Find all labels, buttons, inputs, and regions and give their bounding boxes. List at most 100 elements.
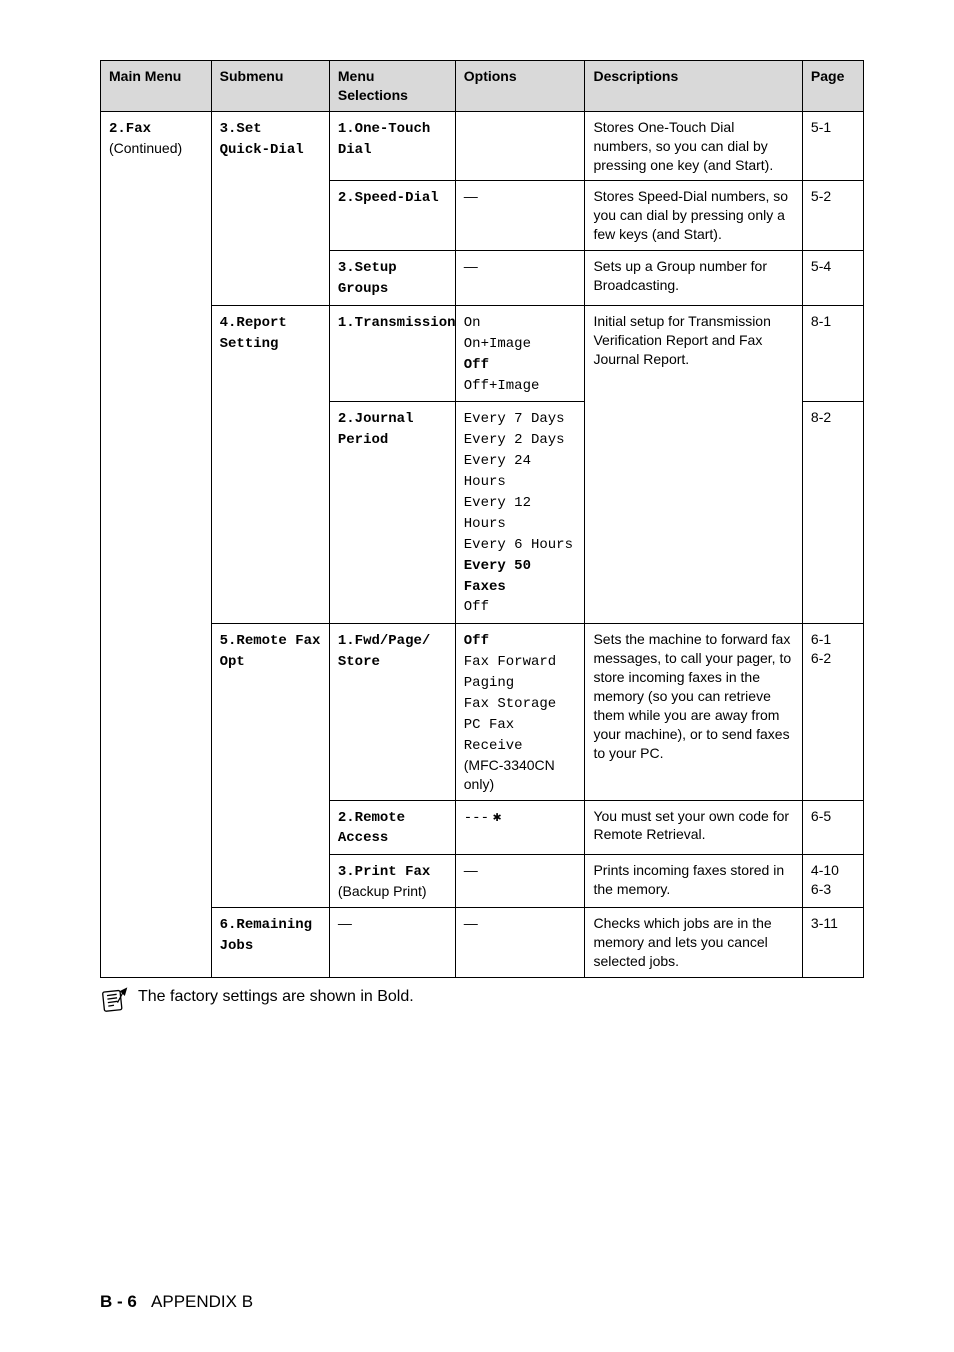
selection-code: 1.Fwd/Page/: [338, 633, 430, 649]
option-value: Off: [464, 357, 489, 373]
option-note: (MFC-3340CN: [464, 757, 555, 773]
selection-cell: 1.Transmission: [329, 305, 455, 402]
page-cell: 5-4: [802, 251, 863, 306]
options-cell: On On+Image Off Off+Image: [455, 305, 585, 402]
note-icon: [100, 986, 128, 1014]
selection-code: 2.Remote: [338, 810, 405, 826]
footer-appendix: APPENDIX B: [151, 1292, 253, 1311]
selection-name: 2.Speed-Dial: [338, 190, 439, 206]
table-header-row: Main Menu Submenu Menu Selections Option…: [101, 61, 864, 112]
option-value: Paging: [464, 675, 514, 691]
page-cell: 5-1: [802, 111, 863, 181]
option-value: Off: [464, 633, 489, 649]
selection-name: Dial: [338, 142, 372, 158]
submenu-code: 6.Remaining: [220, 917, 312, 933]
option-note: only): [464, 776, 494, 792]
table-row: 4.Report Setting 1.Transmission On On+Im…: [101, 305, 864, 402]
options-cell: —: [455, 251, 585, 306]
selection-name: Groups: [338, 281, 388, 297]
page-cell: 6-5: [802, 800, 863, 855]
page-cell: 8-2: [802, 402, 863, 624]
option-value: Every 50 Faxes: [464, 558, 531, 595]
header-page: Page: [802, 61, 863, 112]
submenu-cell: 5.Remote Fax Opt: [211, 624, 329, 908]
description-cell: Stores Speed-Dial numbers, so you can di…: [585, 181, 802, 251]
option-value: Every 6 Hours: [464, 537, 573, 553]
selection-name: Period: [338, 432, 388, 448]
submenu-code: 4.Report: [220, 315, 287, 331]
submenu-code: 3.Set: [220, 121, 262, 137]
selection-note: (Backup Print): [338, 883, 427, 899]
header-descriptions: Descriptions: [585, 61, 802, 112]
page-cell: 3-11: [802, 908, 863, 978]
menu-table: Main Menu Submenu Menu Selections Option…: [100, 60, 864, 978]
option-value: Fax Storage: [464, 696, 556, 712]
option-value: On: [464, 315, 481, 331]
options-cell: [455, 111, 585, 181]
selection-code: 1.One-Touch: [338, 121, 430, 137]
option-value: PC Fax Receive: [464, 717, 523, 754]
selection-cell: 2.Journal Period: [329, 402, 455, 624]
footer-page-code: B - 6: [100, 1292, 137, 1311]
options-cell: Every 7 Days Every 2 Days Every 24 Hours…: [455, 402, 585, 624]
selection-cell: 1.Fwd/Page/ Store: [329, 624, 455, 800]
selection-code: 2.Journal: [338, 411, 414, 427]
submenu-name: Setting: [220, 336, 279, 352]
note-row: The factory settings are shown in Bold.: [100, 986, 864, 1014]
submenu-cell: 3.Set Quick-Dial: [211, 111, 329, 305]
options-cell: —: [455, 908, 585, 978]
submenu-code: 5.Remote Fax: [220, 633, 321, 649]
submenu-cell: 6.Remaining Jobs: [211, 908, 329, 978]
option-value: ---: [464, 810, 489, 826]
page-cell: 6-1 6-2: [802, 624, 863, 800]
page-cell: 8-1: [802, 305, 863, 402]
star-icon: ✱: [493, 810, 501, 826]
selection-cell: 3.Print Fax (Backup Print): [329, 855, 455, 908]
main-menu-cell: 2.Fax (Continued): [101, 111, 212, 977]
option-value: Every 7 Days: [464, 411, 565, 427]
selection-code: 3.Setup: [338, 260, 397, 276]
option-value: Every 24 Hours: [464, 453, 531, 490]
description-cell: Sets the machine to forward fax messages…: [585, 624, 802, 800]
selection-name: 1.Transmission: [338, 315, 456, 331]
page-cell: 5-2: [802, 181, 863, 251]
main-menu-continued: (Continued): [109, 140, 182, 156]
submenu-name: Opt: [220, 654, 245, 670]
header-main-menu: Main Menu: [101, 61, 212, 112]
note-text: The factory settings are shown in Bold.: [138, 986, 414, 1006]
option-value: Off: [464, 599, 489, 615]
header-menu-selections: Menu Selections: [329, 61, 455, 112]
option-value: Fax Forward: [464, 654, 556, 670]
options-cell: --- ✱: [455, 800, 585, 855]
selection-code: 3.Print Fax: [338, 864, 430, 880]
description-cell: You must set your own code for Remote Re…: [585, 800, 802, 855]
table-row: 2.Fax (Continued) 3.Set Quick-Dial 1.One…: [101, 111, 864, 181]
selection-cell: 2.Speed-Dial: [329, 181, 455, 251]
selection-name: Access: [338, 830, 388, 846]
selection-cell: 2.Remote Access: [329, 800, 455, 855]
table-row: 5.Remote Fax Opt 1.Fwd/Page/ Store Off F…: [101, 624, 864, 800]
description-cell: Stores One-Touch Dial numbers, so you ca…: [585, 111, 802, 181]
header-options: Options: [455, 61, 585, 112]
submenu-name: Quick-Dial: [220, 142, 304, 158]
submenu-cell: 4.Report Setting: [211, 305, 329, 623]
selection-cell: 3.Setup Groups: [329, 251, 455, 306]
selection-name: Store: [338, 654, 380, 670]
option-value: Off+Image: [464, 378, 540, 394]
main-menu-code: 2.Fax: [109, 121, 151, 137]
table-row: 6.Remaining Jobs — — Checks which jobs a…: [101, 908, 864, 978]
selection-cell: 1.One-Touch Dial: [329, 111, 455, 181]
description-cell: Checks which jobs are in the memory and …: [585, 908, 802, 978]
options-cell: —: [455, 855, 585, 908]
option-value: Every 2 Days: [464, 432, 565, 448]
description-cell: Prints incoming faxes stored in the memo…: [585, 855, 802, 908]
page-footer: B - 6 APPENDIX B: [100, 1292, 253, 1312]
description-cell: Sets up a Group number for Broadcasting.: [585, 251, 802, 306]
page-cell: 4-10 6-3: [802, 855, 863, 908]
option-value: Every 12 Hours: [464, 495, 531, 532]
submenu-name: Jobs: [220, 938, 254, 954]
options-cell: —: [455, 181, 585, 251]
option-value: On+Image: [464, 336, 531, 352]
options-cell: Off Fax Forward Paging Fax Storage PC Fa…: [455, 624, 585, 800]
description-cell: Initial setup for Transmission Verificat…: [585, 305, 802, 623]
